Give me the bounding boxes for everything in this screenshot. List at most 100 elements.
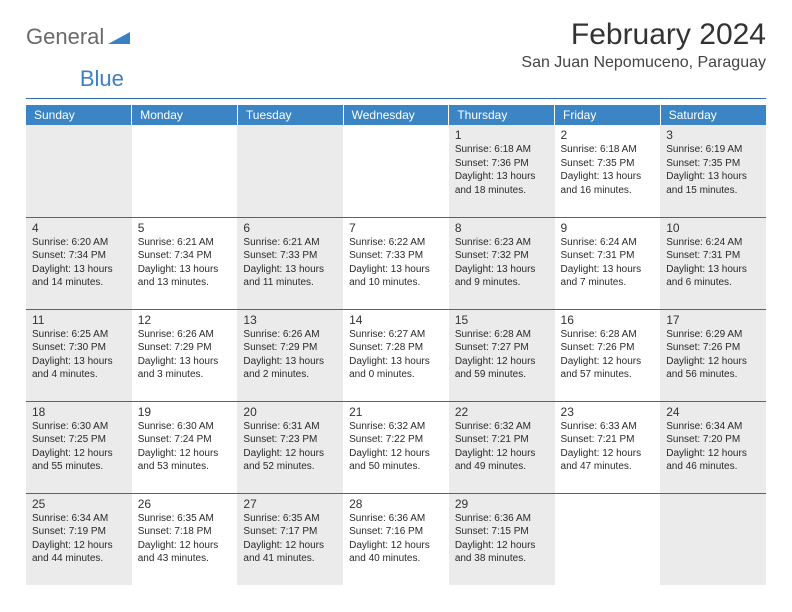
calendar-day-cell: 17Sunrise: 6:29 AMSunset: 7:26 PMDayligh… [660,309,766,401]
calendar-day-cell: 18Sunrise: 6:30 AMSunset: 7:25 PMDayligh… [26,401,132,493]
day-detail-line: Sunrise: 6:35 AM [138,512,232,526]
month-title: February 2024 [521,18,766,52]
day-detail-line: Sunset: 7:35 PM [561,157,655,171]
calendar-day-cell: 25Sunrise: 6:34 AMSunset: 7:19 PMDayligh… [26,493,132,585]
day-detail-line: Sunrise: 6:30 AM [138,420,232,434]
day-detail-line: Sunset: 7:18 PM [138,525,232,539]
day-detail-line: and 0 minutes. [349,368,443,382]
day-detail-line: and 2 minutes. [243,368,337,382]
day-number: 8 [455,221,549,235]
calendar-day-cell: 13Sunrise: 6:26 AMSunset: 7:29 PMDayligh… [237,309,343,401]
calendar-day-cell: 29Sunrise: 6:36 AMSunset: 7:15 PMDayligh… [449,493,555,585]
calendar-day-cell: 4Sunrise: 6:20 AMSunset: 7:34 PMDaylight… [26,217,132,309]
day-detail-line: Sunrise: 6:19 AM [666,143,760,157]
day-detail-line: Daylight: 12 hours [349,447,443,461]
day-detail-line: Sunset: 7:28 PM [349,341,443,355]
day-detail-line: and 52 minutes. [243,460,337,474]
day-header: Wednesday [343,105,449,125]
calendar-table: SundayMondayTuesdayWednesdayThursdayFrid… [26,105,766,585]
day-number: 23 [561,405,655,419]
day-detail-line: Sunrise: 6:32 AM [455,420,549,434]
day-detail-line: Daylight: 12 hours [561,355,655,369]
day-detail-line: and 44 minutes. [32,552,126,566]
day-detail-line: Sunset: 7:32 PM [455,249,549,263]
day-detail-line: Sunrise: 6:18 AM [455,143,549,157]
day-detail-line: Sunrise: 6:31 AM [243,420,337,434]
day-detail-line: Daylight: 12 hours [666,447,760,461]
calendar-day-cell: 7Sunrise: 6:22 AMSunset: 7:33 PMDaylight… [343,217,449,309]
day-detail-line: Daylight: 12 hours [138,539,232,553]
day-detail-line: and 56 minutes. [666,368,760,382]
day-detail-line: Sunset: 7:20 PM [666,433,760,447]
day-detail-line: Sunset: 7:30 PM [32,341,126,355]
calendar-day-cell: 8Sunrise: 6:23 AMSunset: 7:32 PMDaylight… [449,217,555,309]
day-detail-line: and 4 minutes. [32,368,126,382]
calendar-day-cell: 5Sunrise: 6:21 AMSunset: 7:34 PMDaylight… [132,217,238,309]
day-detail-line: and 49 minutes. [455,460,549,474]
calendar-day-cell: 11Sunrise: 6:25 AMSunset: 7:30 PMDayligh… [26,309,132,401]
day-detail-line: and 7 minutes. [561,276,655,290]
day-number: 28 [349,497,443,511]
day-header: Saturday [660,105,766,125]
day-detail-line: Sunrise: 6:35 AM [243,512,337,526]
day-detail-line: Sunset: 7:31 PM [561,249,655,263]
day-detail-line: Sunset: 7:15 PM [455,525,549,539]
day-detail-line: Sunset: 7:34 PM [32,249,126,263]
day-header: Monday [132,105,238,125]
calendar-day-cell: 9Sunrise: 6:24 AMSunset: 7:31 PMDaylight… [555,217,661,309]
calendar-day-cell: 19Sunrise: 6:30 AMSunset: 7:24 PMDayligh… [132,401,238,493]
day-number: 19 [138,405,232,419]
day-detail-line: and 11 minutes. [243,276,337,290]
calendar-day-cell [237,125,343,217]
day-detail-line: Sunset: 7:25 PM [32,433,126,447]
day-detail-line: Sunrise: 6:29 AM [666,328,760,342]
day-detail-line: Daylight: 12 hours [455,355,549,369]
calendar-day-cell: 16Sunrise: 6:28 AMSunset: 7:26 PMDayligh… [555,309,661,401]
calendar-day-cell: 28Sunrise: 6:36 AMSunset: 7:16 PMDayligh… [343,493,449,585]
day-detail-line: Sunset: 7:26 PM [666,341,760,355]
day-detail-line: Daylight: 12 hours [243,539,337,553]
day-detail-line: Daylight: 12 hours [243,447,337,461]
calendar-week-row: 25Sunrise: 6:34 AMSunset: 7:19 PMDayligh… [26,493,766,585]
calendar-week-row: 18Sunrise: 6:30 AMSunset: 7:25 PMDayligh… [26,401,766,493]
calendar-day-cell: 15Sunrise: 6:28 AMSunset: 7:27 PMDayligh… [449,309,555,401]
day-header: Thursday [449,105,555,125]
day-number: 14 [349,313,443,327]
calendar-page: General February 2024 San Juan Nepomucen… [0,0,792,595]
day-detail-line: Daylight: 13 hours [561,170,655,184]
day-detail-line: Sunrise: 6:20 AM [32,236,126,250]
calendar-day-cell [132,125,238,217]
day-number: 22 [455,405,549,419]
day-number: 7 [349,221,443,235]
day-detail-line: Sunrise: 6:26 AM [138,328,232,342]
day-detail-line: and 38 minutes. [455,552,549,566]
calendar-day-cell: 12Sunrise: 6:26 AMSunset: 7:29 PMDayligh… [132,309,238,401]
day-detail-line: Sunset: 7:29 PM [243,341,337,355]
day-detail-line: and 10 minutes. [349,276,443,290]
calendar-week-row: 4Sunrise: 6:20 AMSunset: 7:34 PMDaylight… [26,217,766,309]
calendar-day-cell [660,493,766,585]
day-detail-line: Sunrise: 6:21 AM [243,236,337,250]
day-detail-line: Sunrise: 6:21 AM [138,236,232,250]
day-detail-line: Sunrise: 6:23 AM [455,236,549,250]
day-detail-line: Daylight: 12 hours [561,447,655,461]
day-number: 1 [455,128,549,142]
day-detail-line: and 14 minutes. [32,276,126,290]
day-detail-line: Daylight: 13 hours [666,263,760,277]
day-detail-line: and 59 minutes. [455,368,549,382]
day-detail-line: Daylight: 13 hours [666,170,760,184]
day-number: 21 [349,405,443,419]
day-number: 13 [243,313,337,327]
day-number: 10 [666,221,760,235]
logo: General [26,18,130,50]
day-detail-line: and 47 minutes. [561,460,655,474]
day-detail-line: Sunrise: 6:36 AM [455,512,549,526]
calendar-week-row: 1Sunrise: 6:18 AMSunset: 7:36 PM Daylight… [26,125,766,217]
day-detail-line: Daylight: 12 hours [32,539,126,553]
day-detail-line: Daylight: 13 hours [32,355,126,369]
day-detail-line: Sunrise: 6:33 AM [561,420,655,434]
day-detail-line: Daylight: 13 hours [243,355,337,369]
day-detail-line: Sunset: 7:23 PM [243,433,337,447]
day-detail-line: Sunset: 7:36 PM [455,157,549,171]
day-detail-line: Sunset: 7:35 PM [666,157,760,171]
